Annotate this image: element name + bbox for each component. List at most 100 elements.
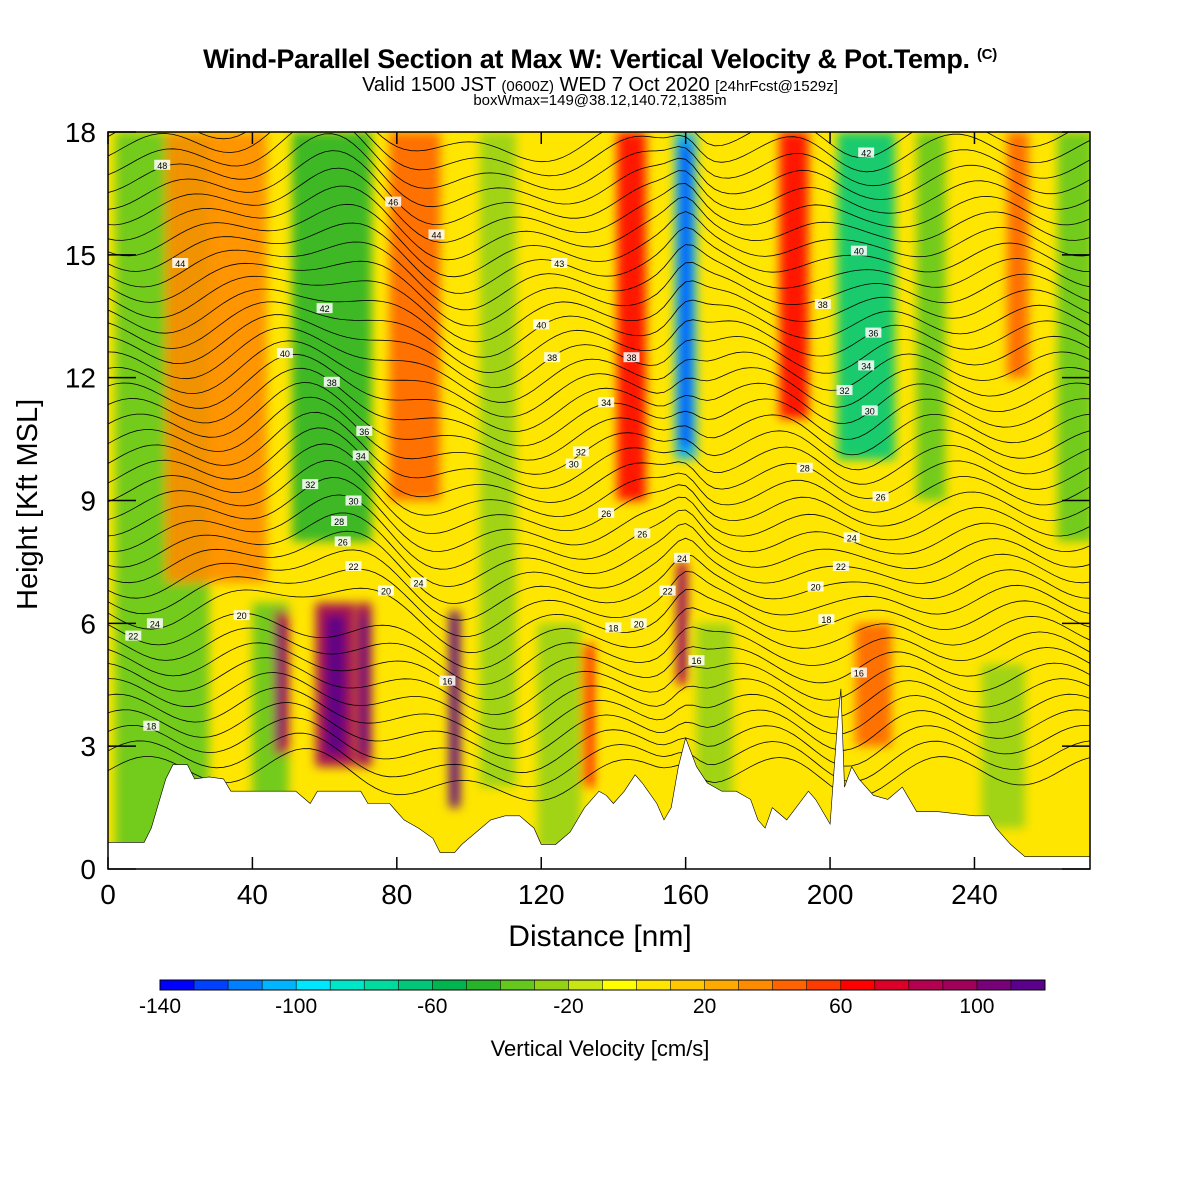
contour-label: 40: [276, 348, 293, 359]
contour-label: 38: [544, 352, 561, 363]
contour-label-bg: [410, 577, 427, 588]
contour-label-text: 24: [150, 619, 160, 629]
contour-label-bg: [428, 229, 445, 240]
contour-label: 42: [858, 147, 875, 159]
x-tick-label: 40: [237, 879, 268, 910]
contour-label: 48: [154, 159, 171, 171]
contour-label: 42: [316, 303, 333, 314]
contour-label-bg: [865, 327, 882, 338]
isentrope-line: [108, 203, 1090, 278]
contour-label-bg: [439, 675, 456, 686]
contour-label-bg: [378, 585, 394, 596]
contour-label-text: 22: [128, 632, 138, 642]
w-cell: [537, 623, 581, 849]
contour-label: 46: [385, 196, 402, 208]
contour-label-bg: [623, 352, 640, 363]
contour-label-text: 44: [175, 259, 185, 269]
contour-label-text: 30: [348, 497, 358, 507]
contour-label-bg: [872, 491, 889, 502]
contour-label-bg: [172, 258, 189, 268]
x-tick-label: 160: [662, 879, 709, 910]
contour-label-text: 48: [157, 161, 167, 171]
w-cell-core: [680, 144, 692, 448]
contour-label-text: 38: [327, 378, 337, 388]
contour-label-text: 32: [839, 386, 849, 396]
colorbar-frame: [159, 979, 1046, 991]
isentrope-line: [108, 411, 1090, 489]
contour-label-text: 40: [536, 320, 546, 330]
w-cell: [479, 132, 516, 788]
contour-label: 36: [356, 425, 373, 437]
colorbar-swatch: [908, 980, 944, 990]
colorbar-swatch: [534, 980, 569, 990]
contour-label: 16: [850, 667, 867, 679]
w-cell: [292, 132, 372, 542]
colorbar-swatch: [738, 980, 774, 990]
x-tick-label: 80: [381, 879, 412, 910]
isentrope-line: [108, 607, 1090, 670]
contour-label-text: 22: [836, 562, 846, 572]
w-cell-core: [679, 574, 685, 673]
isentrope-line: [108, 132, 1070, 163]
contour-label: 26: [334, 536, 351, 547]
contour-label: 20: [378, 585, 394, 597]
colorbar: -140 -100 -60 -20 20 60 100: [139, 979, 1046, 1018]
w-cell-core: [360, 615, 368, 755]
contour-label: 16: [439, 675, 456, 687]
terrain: [108, 688, 1090, 869]
isentrope-line: [108, 275, 1090, 343]
colorbar-swatch: [160, 980, 195, 990]
isentrope-line: [108, 672, 1090, 730]
contour-label-text: 40: [280, 349, 290, 359]
colorbar-tick-label: -100: [275, 995, 317, 1018]
contour-label-text: 22: [663, 587, 673, 597]
contour-label-bg: [143, 720, 160, 731]
contour-label-text: 46: [388, 198, 398, 208]
contour-label-bg: [233, 610, 250, 621]
contour-label-text: 34: [861, 361, 871, 371]
isentrope-line: [108, 549, 1090, 621]
contour-label-text: 18: [146, 722, 156, 732]
y-tick-label: 0: [80, 854, 96, 885]
contour-label: 16: [688, 655, 705, 666]
contour-label-bg: [858, 360, 875, 371]
contour-label-bg: [814, 299, 831, 309]
contour-label: 30: [861, 405, 878, 416]
colorbar-swatch: [942, 980, 978, 990]
contour-label-text: 16: [854, 669, 864, 679]
x-tick-label: 0: [100, 879, 116, 910]
isentrope-line: [108, 717, 1090, 774]
isentrope-line: [108, 587, 1090, 654]
contour-label-text: 43: [554, 259, 564, 269]
isentrope-line: [108, 222, 1090, 294]
contour-label: 24: [843, 532, 860, 543]
contour-label: 18: [143, 720, 160, 732]
contour-label-bg: [551, 258, 568, 268]
colorbar-swatch: [1010, 980, 1046, 990]
isentrope-line: [108, 132, 1090, 191]
contour-label-bg: [605, 622, 622, 633]
colorbar-tick-label: 100: [959, 995, 994, 1018]
contour-label: 30: [565, 458, 582, 470]
contour-label-text: 30: [569, 460, 579, 470]
contour-label-text: 26: [601, 509, 611, 519]
colorbar-swatch: [432, 980, 467, 990]
contour-label-bg: [154, 159, 171, 170]
contour-label-bg: [323, 376, 340, 387]
contour-label-bg: [674, 552, 690, 563]
contour-label-text: 20: [381, 587, 391, 597]
box-wmax-line: boxWmax=149@38.12,140.72,1385m: [473, 92, 727, 109]
x-tick-label: 120: [518, 879, 565, 910]
contour-label: 38: [814, 299, 831, 310]
w-cell: [1057, 132, 1090, 542]
contour-label-bg: [565, 458, 582, 469]
contour-label-bg: [385, 196, 402, 207]
w-cell: [1006, 132, 1029, 378]
contour-label-bg: [146, 618, 163, 629]
colorbar-swatch: [398, 980, 433, 990]
contour-label-bg: [850, 667, 867, 678]
colorbar-tick-label: -20: [553, 995, 583, 1018]
colorbar-swatch: [670, 980, 706, 990]
contour-label-text: 20: [237, 611, 247, 621]
